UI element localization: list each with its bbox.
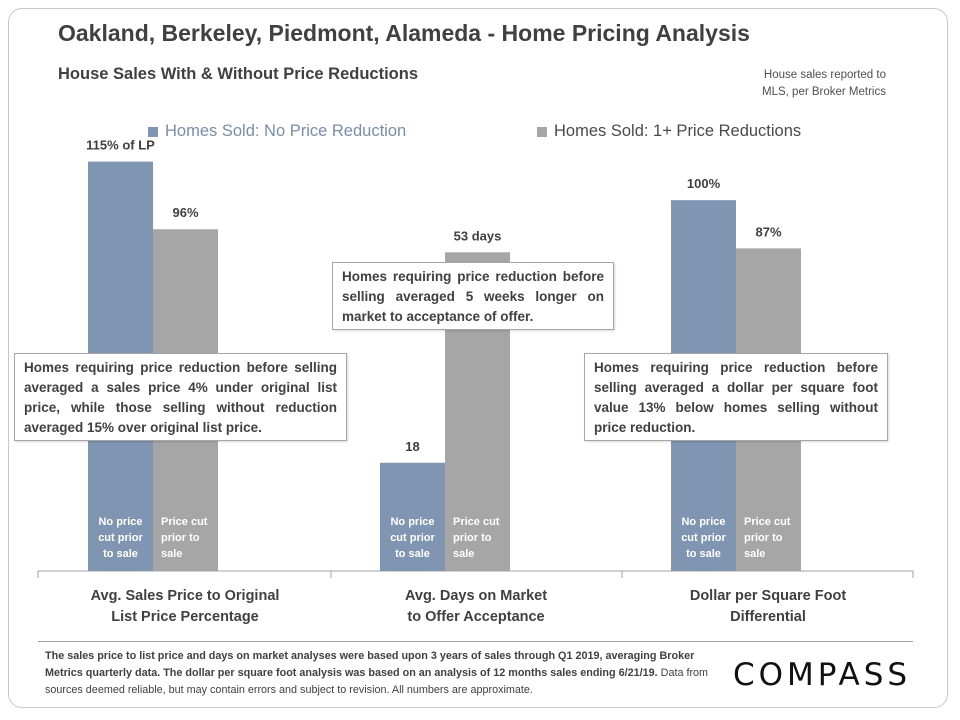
category-label-2-0: Dollar per Square Foot — [690, 588, 846, 604]
category-label-0-0: Avg. Sales Price to Original — [91, 588, 280, 604]
bar-caption-reduction-2-1: prior to — [744, 532, 783, 544]
data-label-reduction-1: 53 days — [454, 228, 502, 243]
source-note-line-1: House sales reported to — [763, 69, 886, 81]
legend-swatch-no-reduction — [148, 126, 158, 137]
data-label-no-reduction-1: 18 — [405, 439, 419, 454]
bar-caption-reduction-0-1: prior to — [161, 532, 200, 544]
legend-label-no-reduction: Homes Sold: No Price Reduction — [165, 122, 407, 140]
bar-caption-no-reduction-2-2: to sale — [686, 548, 721, 560]
data-label-reduction-0: 96% — [172, 205, 198, 220]
data-label-reduction-2: 87% — [755, 224, 781, 239]
footer-note-normal: Data from sources deemed reliable, but m… — [45, 667, 709, 696]
bar-no-reduction-1 — [380, 462, 445, 571]
bar-caption-no-reduction-1-0: No price — [390, 516, 434, 528]
bar-caption-no-reduction-1-2: to sale — [395, 548, 430, 560]
bar-caption-no-reduction-1-1: cut prior — [390, 532, 435, 544]
callout-price-per-sqft: Homes requiring price reduction before s… — [584, 353, 888, 441]
bar-caption-no-reduction-2-0: No price — [681, 516, 725, 528]
bar-caption-reduction-1-0: Price cut — [453, 516, 500, 528]
slide-frame — [8, 8, 948, 708]
bar-caption-reduction-1-1: prior to — [453, 532, 492, 544]
category-label-2-1: Differential — [730, 609, 806, 625]
bar-caption-no-reduction-0-1: cut prior — [98, 532, 143, 544]
category-label-1-0: Avg. Days on Market — [405, 588, 547, 604]
bar-caption-reduction-1-2: sale — [453, 548, 474, 560]
callout-sales-price: Homes requiring price reduction before s… — [14, 353, 347, 441]
category-label-0-1: List Price Percentage — [111, 609, 259, 625]
legend-item-reduction: Homes Sold: 1+ Price Reductions — [537, 122, 801, 141]
bar-caption-no-reduction-0-2: to sale — [103, 548, 138, 560]
data-label-no-reduction-0: 115% of LP — [86, 138, 155, 153]
callout-days-on-market: Homes requiring price reduction before s… — [332, 262, 614, 330]
data-label-no-reduction-2: 100% — [687, 176, 721, 191]
source-note-line-2: MLS, per Broker Metrics — [762, 86, 886, 98]
bar-caption-reduction-0-2: sale — [161, 548, 182, 560]
footer-divider — [38, 641, 913, 642]
bar-caption-reduction-2-2: sale — [744, 548, 765, 560]
legend-label-reduction: Homes Sold: 1+ Price Reductions — [554, 122, 802, 140]
legend-swatch-reduction — [537, 126, 547, 137]
page-subtitle: House Sales With & Without Price Reducti… — [58, 65, 418, 83]
source-note: House sales reported to MLS, per Broker … — [716, 67, 886, 101]
category-label-1-1: to Offer Acceptance — [407, 609, 544, 625]
legend-item-no-reduction: Homes Sold: No Price Reduction — [148, 122, 406, 141]
footer-note-bold: The sales price to list price and days o… — [45, 650, 695, 679]
footer-note: The sales price to list price and days o… — [45, 648, 725, 699]
bar-caption-no-reduction-0-0: No price — [98, 516, 142, 528]
compass-logo: COMPASS — [733, 657, 912, 693]
page-title: Oakland, Berkeley, Piedmont, Alameda - H… — [58, 20, 750, 46]
bar-caption-reduction-2-0: Price cut — [744, 516, 791, 528]
bar-caption-reduction-0-0: Price cut — [161, 516, 208, 528]
bar-caption-no-reduction-2-1: cut prior — [681, 532, 726, 544]
